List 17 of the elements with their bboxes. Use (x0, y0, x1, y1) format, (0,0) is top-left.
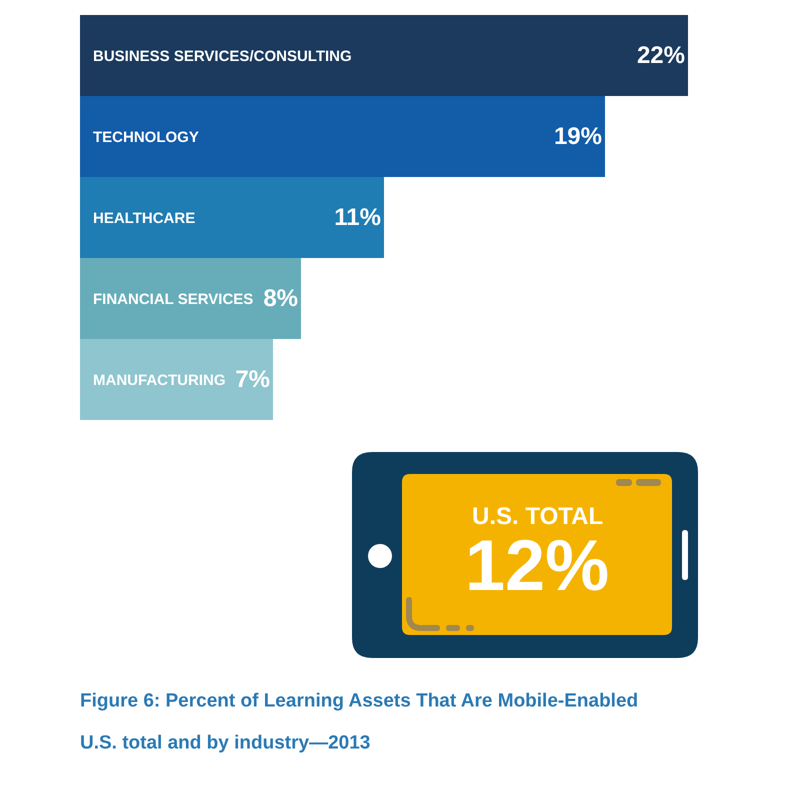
data-label: 22% (636, 42, 685, 69)
y-tick-label: TECHNOLOGY (93, 128, 199, 146)
bar (80, 339, 273, 420)
data-label: 8% (263, 285, 298, 312)
bar (80, 96, 605, 177)
y-tick-label: HEALTHCARE (93, 210, 196, 227)
bar (80, 177, 384, 258)
data-label: 7% (235, 366, 270, 393)
y-tick-label: MANUFACTURING (93, 372, 226, 389)
bar (80, 258, 301, 339)
y-tick-label: FINANCIAL SERVICES (93, 290, 254, 308)
y-tick-label: BUSINESS SERVICES/CONSULTING (93, 48, 352, 65)
bar (80, 15, 688, 96)
data-label: 19% (554, 123, 602, 150)
data-label: 11% (334, 204, 381, 231)
text: Figure 6: Percent of Learning Assets That Are Mobile-Enabled (80, 690, 638, 712)
text: U.S. total and by industry—2013 (80, 732, 370, 754)
